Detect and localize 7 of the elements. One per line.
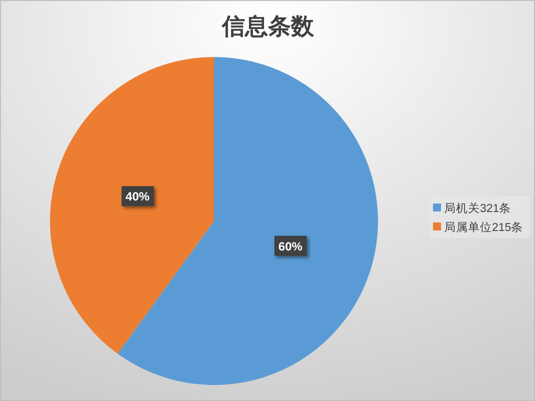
- legend-label: 局属单位215条: [444, 221, 524, 234]
- legend-label: 局机关321条: [444, 201, 512, 215]
- pie-slice: [50, 57, 214, 354]
- data-label: 40%: [126, 190, 150, 204]
- chart-title: 信息条数: [221, 14, 315, 39]
- pie-slice: [118, 57, 378, 385]
- data-label: 60%: [278, 239, 303, 254]
